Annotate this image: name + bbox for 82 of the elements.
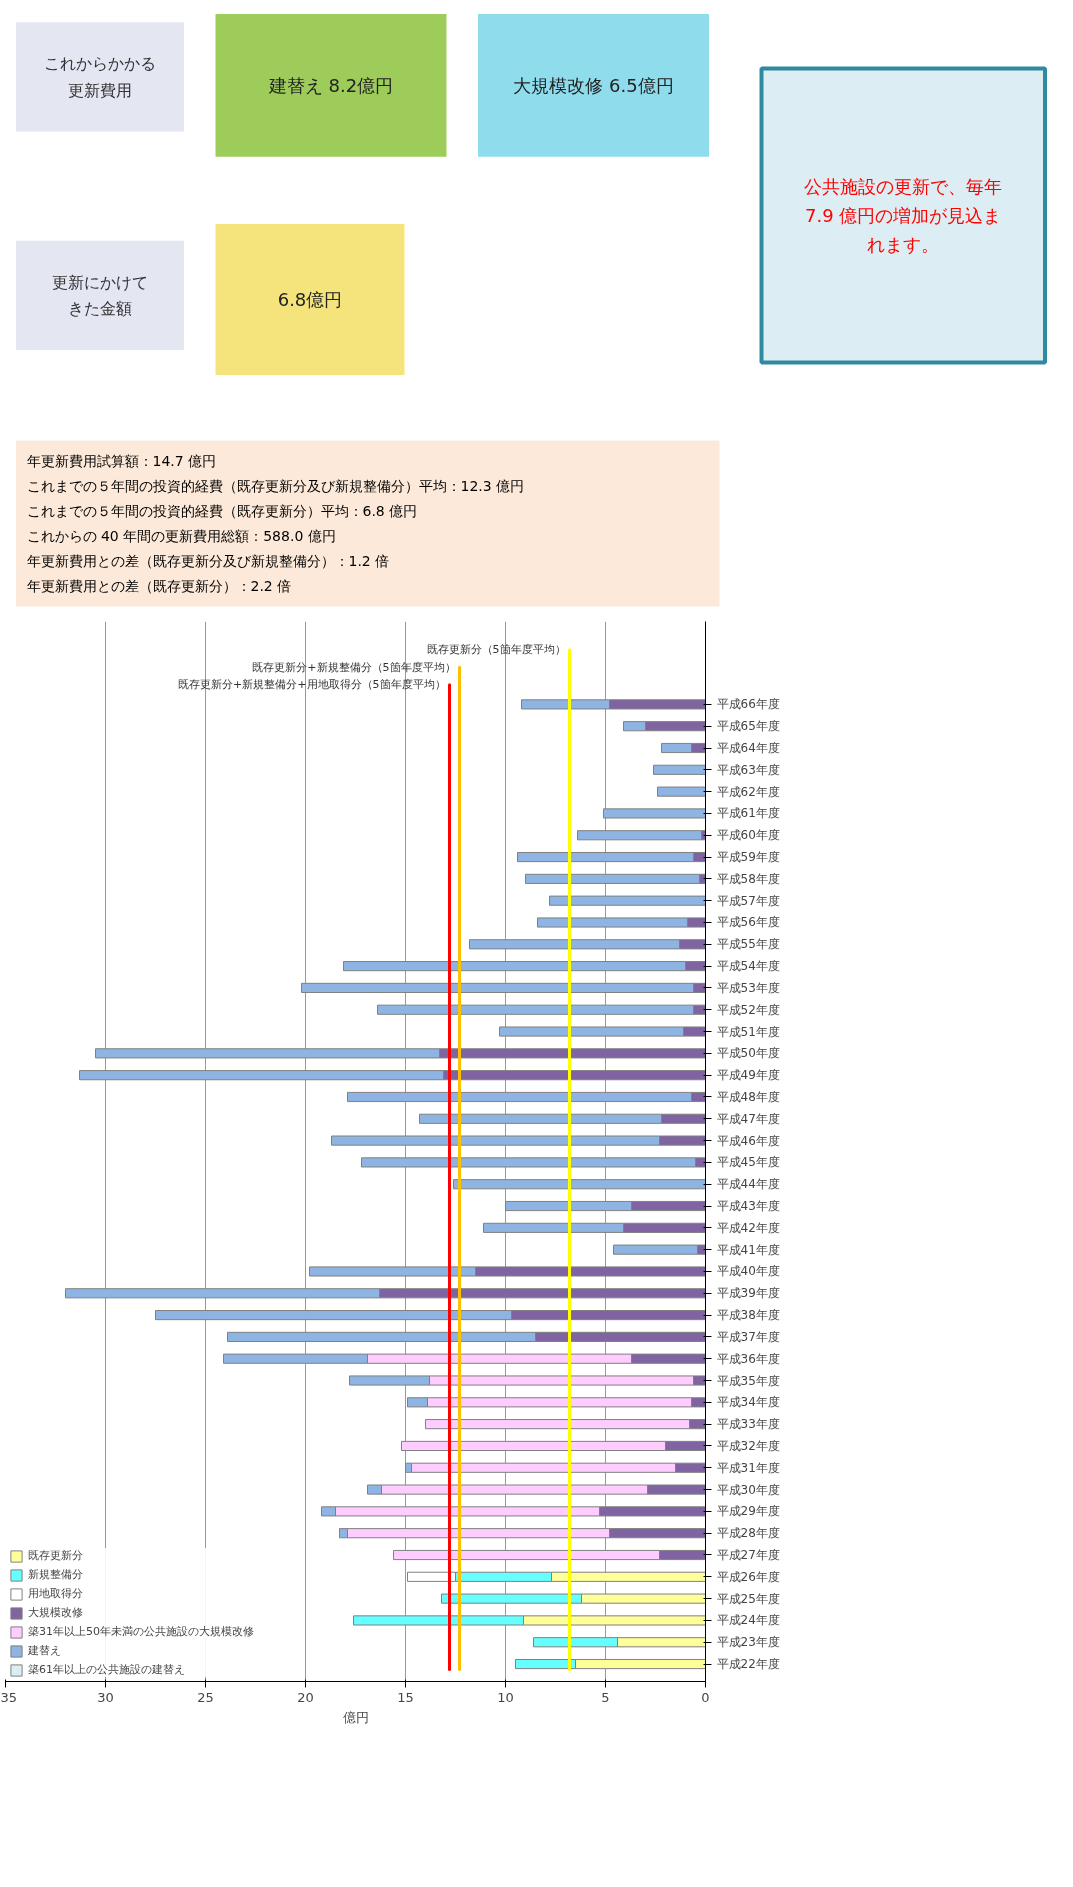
y-tick-label: 平成47年度	[716, 1111, 780, 1126]
y-tick-label: 平成56年度	[716, 915, 780, 930]
legend-label: 用地取得分	[28, 1586, 83, 1601]
y-tick-label: 平成28年度	[716, 1526, 780, 1541]
text: 更新にかけてきた金額	[52, 272, 148, 319]
y-tick-label: 平成45年度	[716, 1155, 780, 1170]
y-tick-label: 平成60年度	[716, 828, 780, 843]
y-tick-label: 平成51年度	[716, 1024, 780, 1039]
y-tick-label: 平成27年度	[716, 1548, 780, 1562]
x-tick-label: 10	[497, 1689, 514, 1705]
bar	[653, 764, 706, 775]
y-tick-label: 平成46年度	[716, 1133, 780, 1148]
y-tick-label: 平成50年度	[716, 1046, 780, 1061]
text: これからの 40 年間の更新費用総額：588.0 億円	[26, 528, 336, 545]
x-axis-title: 億円	[342, 1709, 369, 1725]
y-tick-label: 平成42年度	[716, 1220, 780, 1235]
y-tick-label: 平成52年度	[716, 1002, 780, 1017]
y-tick-label: 平成54年度	[716, 959, 780, 974]
text: 年更新費用試算額：14.7 億円	[26, 452, 217, 469]
y-tick-label: 平成30年度	[716, 1482, 780, 1497]
ref-line-label: 既存更新分+新規整備分（5箇年度平均）	[252, 660, 456, 674]
y-tick-label: 平成48年度	[716, 1089, 780, 1104]
text: 公共施設の更新で、毎年 7.9 億円の増加が見込まれます。	[804, 175, 1003, 256]
legend-label: 築31年以上50年未満の公共施設の大規模改修	[28, 1624, 254, 1639]
legend-label: 新規整備分	[28, 1567, 83, 1582]
bar	[657, 786, 706, 797]
legend-label: 大規模改修	[28, 1605, 83, 1620]
ref-line-label: 既存更新分+新規整備分+用地取得分（5箇年度平均）	[178, 678, 446, 692]
x-tick-label: 30	[97, 1689, 114, 1705]
text: 建替え 8.2億円	[267, 74, 394, 96]
y-tick-label: 平成29年度	[716, 1504, 780, 1519]
bar	[453, 1179, 706, 1190]
text: これまでの５年間の投資的経費（既存更新分及び新規整備分）平均：12.3 億円	[26, 477, 525, 494]
y-tick-label: 平成59年度	[716, 850, 780, 865]
y-tick-label: 平成36年度	[716, 1351, 780, 1366]
y-tick-label: 平成41年度	[716, 1242, 780, 1257]
y-tick-label: 平成26年度	[716, 1569, 780, 1584]
text: 6.8億円	[277, 289, 343, 310]
x-tick-label: 0	[701, 1689, 710, 1705]
y-tick-label: 平成31年度	[716, 1460, 780, 1475]
x-tick-label: 25	[197, 1689, 214, 1705]
text: 年更新費用との差（既存更新分）：2.2 倍	[26, 578, 292, 595]
bar	[577, 830, 702, 841]
x-tick-label: 15	[397, 1689, 414, 1705]
bar	[549, 895, 706, 906]
y-tick-label: 平成63年度	[716, 762, 780, 777]
x-tick-label: 20	[297, 1689, 314, 1705]
y-tick-label: 平成35年度	[716, 1373, 780, 1388]
y-tick-label: 平成44年度	[716, 1177, 780, 1192]
y-tick-label: 平成65年度	[716, 719, 780, 734]
x-tick-label: 35	[0, 1689, 18, 1705]
y-tick-label: 平成61年度	[716, 806, 780, 821]
text: これからかかる更新費用	[44, 54, 156, 100]
legend-label: 既存更新分	[28, 1548, 83, 1563]
y-tick-label: 平成32年度	[716, 1438, 780, 1453]
ref-line-label: 既存更新分（5箇年度平均）	[426, 643, 566, 657]
y-tick-label: 平成39年度	[716, 1286, 780, 1301]
y-tick-label: 平成58年度	[716, 871, 780, 886]
y-tick-label: 平成55年度	[716, 937, 780, 952]
y-tick-label: 平成33年度	[716, 1417, 780, 1432]
y-tick-label: 平成23年度	[716, 1635, 780, 1650]
bar	[603, 808, 706, 819]
y-tick-label: 平成62年度	[716, 784, 780, 799]
y-tick-label: 平成38年度	[716, 1308, 780, 1323]
y-tick-label: 平成53年度	[716, 980, 780, 995]
text: 年更新費用との差（既存更新分及び新規整備分）：1.2 倍	[26, 553, 390, 570]
legend-label: 築61年以上の公共施設の建替え	[28, 1662, 185, 1677]
y-tick-label: 平成24年度	[716, 1613, 780, 1628]
y-tick-label: 平成64年度	[716, 741, 780, 755]
text: 大規模改修 6.5億円	[513, 74, 674, 96]
x-tick-label: 5	[601, 1689, 610, 1705]
y-tick-label: 平成34年度	[716, 1395, 780, 1410]
legend-label: 建替え	[28, 1643, 61, 1658]
y-tick-label: 平成43年度	[716, 1199, 780, 1214]
y-tick-label: 平成37年度	[716, 1329, 780, 1344]
y-tick-label: 平成25年度	[716, 1591, 780, 1606]
y-tick-label: 平成40年度	[716, 1264, 780, 1279]
y-tick-label: 平成22年度	[716, 1657, 780, 1672]
text: これまでの５年間の投資的経費（既存更新分）平均：6.8 億円	[26, 502, 418, 519]
y-tick-label: 平成57年度	[716, 893, 780, 908]
y-tick-label: 平成49年度	[716, 1068, 780, 1083]
y-tick-label: 平成66年度	[716, 697, 780, 712]
